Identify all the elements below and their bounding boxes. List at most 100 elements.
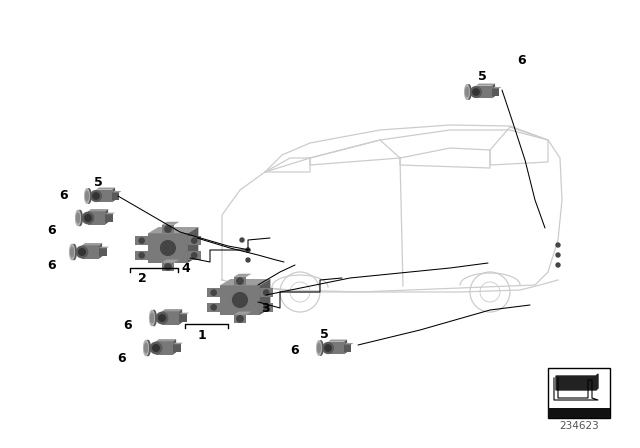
Polygon shape bbox=[188, 237, 200, 245]
Polygon shape bbox=[260, 303, 273, 311]
Polygon shape bbox=[99, 243, 102, 258]
Circle shape bbox=[240, 238, 244, 242]
Circle shape bbox=[473, 89, 479, 95]
Circle shape bbox=[232, 293, 247, 307]
Ellipse shape bbox=[150, 313, 154, 323]
Ellipse shape bbox=[465, 85, 469, 99]
Polygon shape bbox=[162, 263, 174, 271]
Ellipse shape bbox=[70, 247, 74, 257]
Polygon shape bbox=[82, 246, 99, 258]
Ellipse shape bbox=[77, 213, 79, 223]
Text: 6: 6 bbox=[124, 319, 132, 332]
Circle shape bbox=[246, 248, 250, 252]
Ellipse shape bbox=[317, 344, 321, 353]
Polygon shape bbox=[99, 247, 109, 248]
Polygon shape bbox=[105, 213, 115, 214]
Polygon shape bbox=[82, 243, 102, 246]
Polygon shape bbox=[112, 192, 120, 200]
Polygon shape bbox=[112, 191, 122, 192]
Polygon shape bbox=[260, 279, 270, 314]
Circle shape bbox=[156, 312, 168, 324]
Polygon shape bbox=[234, 274, 252, 277]
Ellipse shape bbox=[145, 343, 147, 353]
Ellipse shape bbox=[152, 310, 156, 326]
Circle shape bbox=[159, 314, 165, 321]
Polygon shape bbox=[136, 237, 148, 245]
Polygon shape bbox=[162, 225, 174, 233]
Polygon shape bbox=[260, 289, 273, 297]
Polygon shape bbox=[328, 342, 344, 354]
Circle shape bbox=[323, 343, 333, 353]
Polygon shape bbox=[162, 222, 179, 225]
Polygon shape bbox=[188, 227, 198, 263]
Polygon shape bbox=[344, 340, 347, 354]
Circle shape bbox=[191, 238, 197, 243]
Polygon shape bbox=[96, 190, 112, 202]
Ellipse shape bbox=[150, 310, 154, 326]
Circle shape bbox=[211, 305, 216, 310]
Polygon shape bbox=[105, 214, 113, 222]
Polygon shape bbox=[88, 211, 105, 224]
Text: 6: 6 bbox=[60, 189, 68, 202]
Text: 6: 6 bbox=[291, 344, 300, 357]
Bar bbox=[548, 368, 610, 418]
Polygon shape bbox=[156, 341, 173, 355]
Polygon shape bbox=[556, 374, 598, 390]
Circle shape bbox=[237, 316, 243, 322]
Polygon shape bbox=[476, 86, 492, 98]
Ellipse shape bbox=[466, 87, 468, 96]
Ellipse shape bbox=[84, 189, 89, 203]
Circle shape bbox=[153, 345, 159, 351]
Circle shape bbox=[556, 243, 560, 247]
Polygon shape bbox=[220, 285, 260, 314]
Polygon shape bbox=[207, 289, 220, 297]
Text: 1: 1 bbox=[198, 328, 206, 341]
Text: 4: 4 bbox=[182, 262, 190, 275]
Polygon shape bbox=[344, 345, 351, 352]
Polygon shape bbox=[105, 209, 108, 224]
Ellipse shape bbox=[467, 85, 471, 99]
Polygon shape bbox=[156, 339, 176, 341]
Polygon shape bbox=[173, 339, 176, 355]
Polygon shape bbox=[148, 227, 198, 233]
Polygon shape bbox=[112, 188, 115, 202]
Polygon shape bbox=[88, 209, 108, 211]
Polygon shape bbox=[207, 303, 220, 311]
Polygon shape bbox=[492, 88, 499, 95]
Circle shape bbox=[91, 190, 101, 202]
Circle shape bbox=[556, 253, 560, 257]
Ellipse shape bbox=[76, 211, 81, 226]
Polygon shape bbox=[162, 309, 182, 311]
Polygon shape bbox=[179, 309, 182, 325]
Circle shape bbox=[191, 253, 197, 258]
Polygon shape bbox=[188, 251, 200, 259]
Circle shape bbox=[264, 305, 269, 310]
Text: 6: 6 bbox=[48, 224, 56, 237]
Circle shape bbox=[470, 86, 481, 97]
Circle shape bbox=[246, 258, 250, 262]
Ellipse shape bbox=[143, 340, 148, 356]
Ellipse shape bbox=[317, 341, 321, 355]
Circle shape bbox=[161, 241, 175, 255]
Polygon shape bbox=[162, 311, 179, 325]
Ellipse shape bbox=[86, 191, 88, 201]
Polygon shape bbox=[234, 277, 246, 285]
Polygon shape bbox=[234, 314, 246, 323]
Circle shape bbox=[164, 226, 171, 232]
Text: 5: 5 bbox=[477, 69, 486, 82]
Text: 6: 6 bbox=[48, 258, 56, 271]
Polygon shape bbox=[234, 311, 252, 314]
Text: 5: 5 bbox=[93, 176, 102, 189]
Polygon shape bbox=[179, 314, 187, 322]
Polygon shape bbox=[96, 188, 115, 190]
Text: 6: 6 bbox=[118, 352, 126, 365]
Ellipse shape bbox=[145, 340, 150, 356]
Circle shape bbox=[93, 193, 99, 199]
Ellipse shape bbox=[70, 245, 74, 259]
Polygon shape bbox=[492, 83, 495, 98]
Ellipse shape bbox=[86, 189, 91, 203]
Polygon shape bbox=[220, 279, 270, 285]
Polygon shape bbox=[173, 344, 180, 352]
Polygon shape bbox=[476, 83, 495, 86]
Circle shape bbox=[84, 215, 92, 221]
